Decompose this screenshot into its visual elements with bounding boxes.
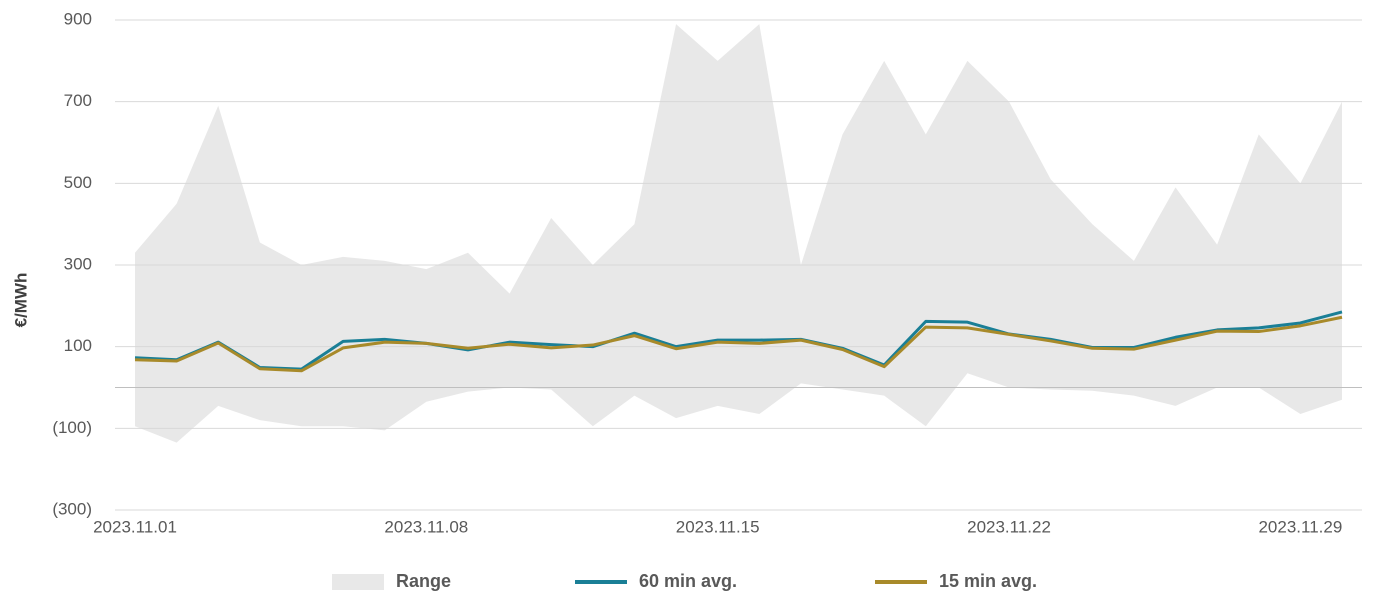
x-tick-label: 2023.11.01 bbox=[93, 517, 177, 536]
y-tick-label: (100) bbox=[52, 418, 92, 437]
x-tick-label: 2023.11.08 bbox=[384, 517, 468, 536]
y-tick-label: 100 bbox=[64, 336, 92, 355]
y-tick-label: 900 bbox=[64, 9, 92, 28]
range-area bbox=[135, 24, 1342, 443]
x-tick-label: 2023.11.22 bbox=[967, 517, 1051, 536]
legend-label: Range bbox=[396, 571, 451, 591]
y-tick-label: 700 bbox=[64, 91, 92, 110]
y-tick-label: (300) bbox=[52, 499, 92, 518]
line bbox=[134, 310, 1343, 371]
y-tick-label: 500 bbox=[64, 173, 92, 192]
legend-label: 15 min avg. bbox=[939, 571, 1037, 591]
line bbox=[134, 315, 1343, 373]
x-tick-label: 2023.11.15 bbox=[676, 517, 760, 536]
y-tick-label: 300 bbox=[64, 254, 92, 273]
grid bbox=[115, 19, 1362, 511]
y-axis-label: €/MWh bbox=[11, 273, 30, 328]
legend-label: 60 min avg. bbox=[639, 571, 737, 591]
x-tick-label: 2023.11.29 bbox=[1258, 517, 1342, 536]
legend-swatch bbox=[332, 574, 384, 590]
